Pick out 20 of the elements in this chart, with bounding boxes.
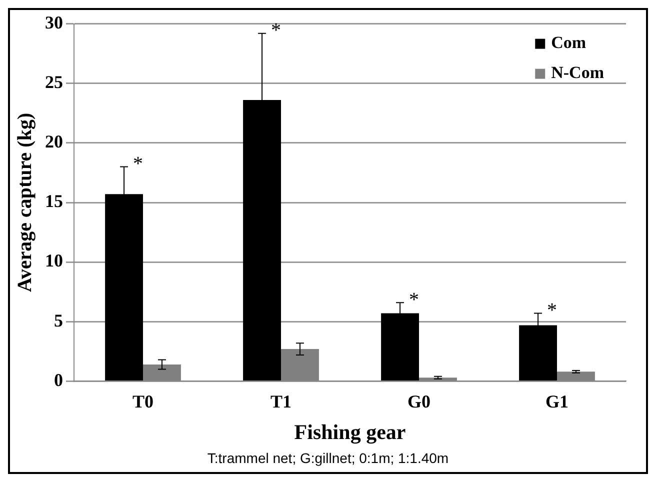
y-axis-title: Average capture (kg)	[14, 112, 36, 292]
x-tick-label: T1	[270, 392, 292, 412]
x-tick-label: G1	[545, 392, 569, 412]
data-label: *	[271, 20, 282, 42]
legend-label: Com	[551, 33, 586, 52]
data-label: *	[409, 288, 420, 311]
y-tick-label: 10	[45, 250, 63, 271]
x-axis-title: Fishing gear	[294, 420, 406, 444]
text: T:trammel net; G:gillnet; 0:1m; 1:1.40m	[206, 450, 450, 468]
data-label: *	[133, 153, 144, 176]
y-tick-label: 0	[54, 370, 63, 390]
legend-label: N-Com	[551, 63, 604, 82]
x-tick-label: T0	[132, 392, 154, 412]
data-label: *	[547, 300, 558, 322]
x-tick-label: G0	[407, 392, 431, 412]
y-tick-label: 5	[54, 310, 63, 330]
y-tick-label: 30	[45, 12, 63, 32]
y-tick-label: 20	[45, 132, 63, 152]
y-tick-label: 15	[45, 191, 63, 212]
y-tick-label: 25	[45, 72, 63, 92]
